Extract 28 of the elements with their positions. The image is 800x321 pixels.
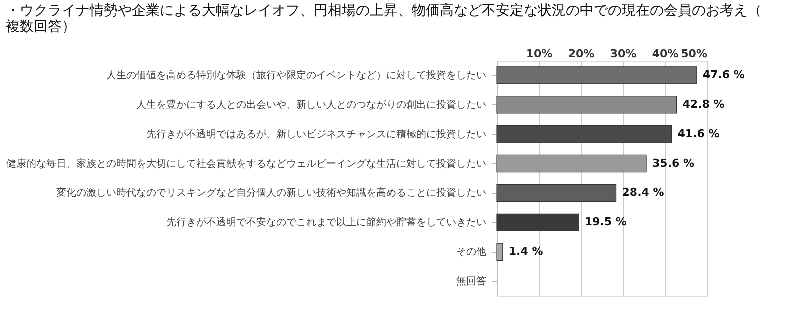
y-tick-label: 健康的な毎日、家族との時間を大切にして社会貢献をするなどウェルビーイングな生活に対して投資したい	[6, 158, 486, 170]
text: ・ウクライナ情勢や企業による大幅なレイオフ、円相場の上昇、物価高など不安定な状況の中での現在の会員のお考え（複数回答）	[6, 3, 762, 35]
x-tick-label: 20%	[568, 48, 595, 60]
bar	[496, 243, 504, 261]
y-tick-label: 人生を豊かにする人との出会いや、新しい人とのつながりの創出に投資したい	[136, 98, 486, 111]
bar	[496, 214, 580, 232]
bar	[496, 125, 672, 144]
x-tick-label: 40%	[652, 48, 679, 60]
x-tick-label: 50%	[681, 48, 708, 60]
data-label: 42.8 %	[682, 98, 725, 111]
y-tick-label: 無回答	[456, 276, 486, 288]
data-label: 28.4 %	[622, 186, 664, 200]
y-tick-label: 先行きが不透明ではあるが、新しいビジネスチャンスに積極的に投資したい	[146, 128, 486, 140]
x-tick-label: 10%	[526, 48, 553, 60]
data-label: 1.4 %	[508, 245, 544, 258]
x-tick-label: 30%	[610, 48, 637, 60]
y-tick-label: その他	[456, 246, 486, 258]
bar	[496, 96, 678, 114]
y-tick-label: 人生の価値を高める特別な体験（旅行や限定のイベントなど）に対して投資をしたい	[106, 69, 486, 82]
bar	[496, 184, 617, 202]
data-label: 35.6 %	[652, 156, 695, 170]
bar	[496, 66, 698, 84]
y-tick-label: 先行きが不透明で不安なのでこれまで以上に節約や貯蓄をしていきたい	[166, 216, 486, 229]
data-label: 19.5 %	[584, 216, 627, 229]
data-label: 47.6 %	[702, 68, 745, 82]
y-tick-label: 変化の激しい時代なのでリスキングなど自分個人の新しい技術や知識を高めることに投資したい	[56, 187, 486, 200]
bar	[496, 154, 647, 173]
data-label: 41.6 %	[678, 127, 720, 140]
